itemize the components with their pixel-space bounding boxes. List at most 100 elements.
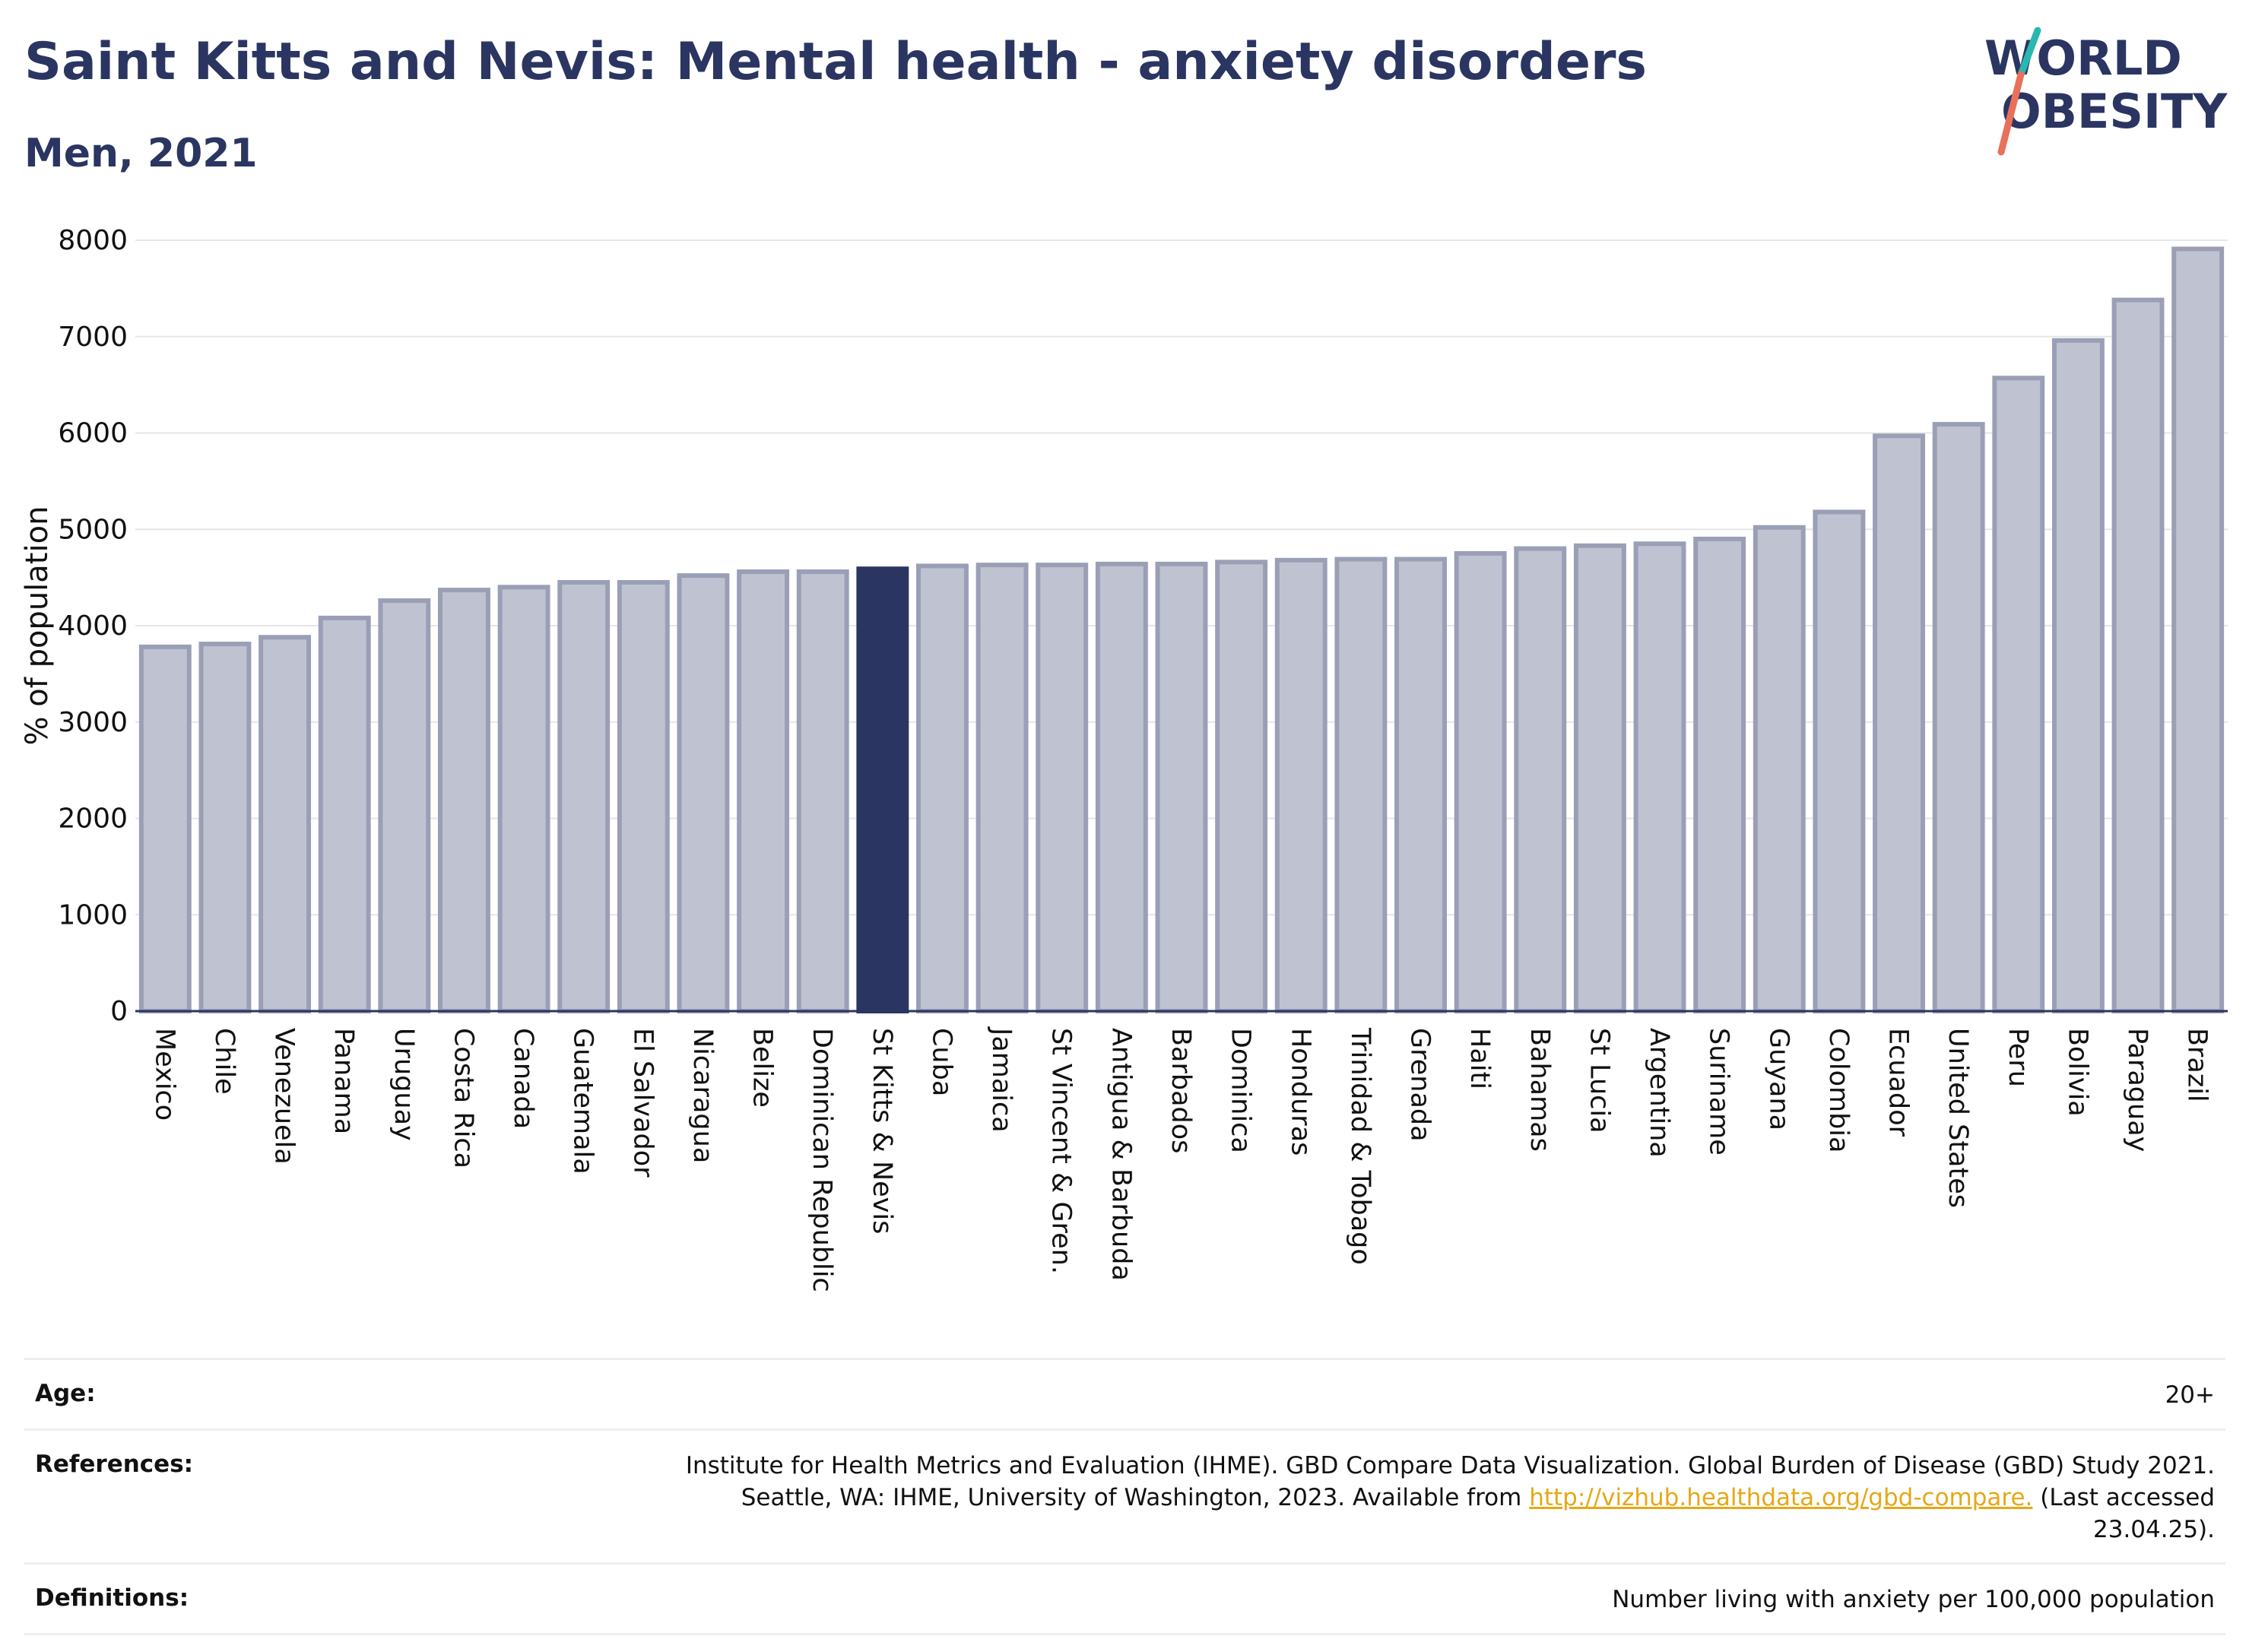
x-tick-label: St Vincent & Gren. [1046,1028,1077,1274]
y-tick-label: 8000 [58,225,128,256]
bar [1633,541,1686,1013]
x-tick-label: Argentina [1644,1028,1674,1158]
x-tick-labels: Mexico Chile Venezuela Panama Uruguay Costa R… [149,1026,2212,1292]
bar [1573,543,1626,1013]
definitions-value: Number living with anxiety per 100,000 p… [426,1562,2225,1636]
bar [796,569,849,1013]
bar [737,569,790,1013]
x-tick-label: Barbados [1166,1028,1196,1153]
x-tick-label: Venezuela [269,1028,300,1165]
bar [1753,525,1806,1013]
world-obesity-logo: WORLD OBESITY [1984,27,2228,156]
bar [378,598,431,1013]
y-tick-label: 1000 [58,899,128,931]
bar [497,585,550,1013]
bar [1095,561,1148,1013]
x-tick-label: Canada [508,1028,538,1129]
x-tick-label: United States [1943,1028,1973,1208]
age-value: 20+ [426,1358,2225,1430]
definitions-label: Definitions: [24,1562,426,1636]
bar [1514,546,1567,1014]
bar [438,588,490,1013]
x-tick-label: Dominica [1226,1028,1256,1153]
y-tick-label: 5000 [58,514,128,545]
metadata-table: Age: 20+ References: Institute for Healt… [24,1358,2225,1636]
bar [677,573,730,1013]
x-tick-label: Guatemala [568,1028,598,1175]
x-tick-label: Peru [2003,1028,2033,1087]
bar [1274,557,1328,1013]
logo-slash-teal-icon [2017,27,2041,78]
logo-line2: OBESITY [2001,84,2228,139]
age-label: Age: [24,1358,426,1430]
references-label: References: [24,1428,426,1564]
chart-title: Saint Kitts and Nevis: Mental health - a… [24,32,1647,92]
meta-row-age: Age: 20+ [24,1358,2225,1430]
x-tick-label: Bolivia [2062,1028,2092,1117]
references-line2-post: (Last accessed [2040,1483,2215,1511]
bar [617,579,670,1013]
bar [1215,560,1268,1014]
y-tick-label: 6000 [58,418,128,449]
y-axis-label: % of population [20,506,55,746]
x-tick-label: Paraguay [2122,1028,2152,1152]
bar [1873,433,1925,1013]
bar-highlighted [856,566,909,1013]
x-tick-label: Grenada [1405,1028,1435,1142]
x-tick-label: Costa Rica [448,1028,478,1168]
references-link[interactable]: http://vizhub.healthdata.org/gbd-compare… [1529,1483,2033,1511]
bar [1813,509,1866,1013]
x-tick-label: Cuba [926,1028,956,1096]
bar [557,579,611,1013]
x-tick-label: Chile [209,1028,239,1095]
x-tick-label: St Lucia [1584,1028,1614,1134]
bar [1155,561,1208,1013]
bar [1992,376,2045,1013]
x-tick-label: Mexico [149,1028,179,1121]
x-tick-label: El Salvador [627,1028,658,1178]
bar [1454,550,1507,1013]
x-tick-label: Brazil [2182,1028,2213,1102]
x-tick-label: Bahamas [1524,1028,1555,1152]
y-tick-label: 0 [110,996,128,1027]
bar [975,563,1029,1013]
bars [138,246,2225,1014]
bar [2051,338,2105,1013]
references-line2-pre: Seattle, WA: IHME, University of Washing… [741,1483,1522,1511]
y-tick-label: 4000 [58,610,128,642]
bar [318,615,371,1013]
x-tick-label: Uruguay [389,1028,419,1141]
y-tick-labels: 0 1000 2000 3000 4000 5000 6000 7000 8000 [58,225,128,1027]
references-line1: Institute for Health Metrics and Evaluat… [685,1451,2215,1479]
x-tick-label: Trinidad & Tobago [1345,1027,1375,1265]
x-tick-label: Panama [328,1028,359,1134]
bar [2171,246,2225,1014]
x-tick-label: Belize [747,1028,778,1108]
x-tick-label: Nicaragua [687,1028,718,1163]
x-tick-label: Colombia [1823,1028,1854,1153]
x-tick-label: Dominican Republic [807,1028,837,1292]
x-tick-label: Suriname [1704,1028,1734,1156]
x-tick-label: Jamaica [986,1026,1017,1133]
bar [916,563,969,1014]
references-value: Institute for Health Metrics and Evaluat… [426,1428,2225,1564]
bar [138,644,192,1013]
x-tick-label: Ecuador [1883,1028,1914,1137]
bar [259,635,312,1014]
x-tick-label: Antigua & Barbuda [1105,1028,1136,1281]
bar [1394,556,1447,1014]
bar-chart: 0 1000 2000 3000 4000 5000 6000 7000 8000 Mexico… [20,225,2228,1292]
y-tick-label: 7000 [58,322,128,353]
x-tick-label: Honduras [1285,1028,1315,1156]
logo-slash-coral-icon [1997,71,2025,156]
bar [1932,422,1985,1013]
x-tick-label: Haiti [1464,1028,1495,1089]
meta-row-definitions: Definitions: Number living with anxiety … [24,1562,2225,1636]
bar [2111,297,2165,1013]
chart-subtitle: Men, 2021 [24,131,258,176]
y-tick-label: 2000 [58,804,128,835]
bar [1036,563,1089,1013]
logo-line1: WORLD [1984,30,2182,86]
bar [1693,536,1746,1013]
y-tick-label: 3000 [58,707,128,738]
